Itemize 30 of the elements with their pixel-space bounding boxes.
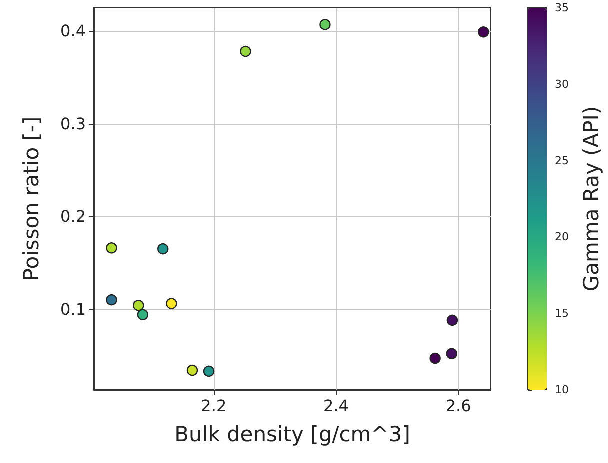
point — [166, 298, 178, 310]
point — [203, 366, 215, 378]
x-tick-label: 2.6 — [446, 396, 472, 416]
x-tick-label: 2.4 — [324, 396, 349, 416]
color-bar-label: 35 — [555, 2, 569, 14]
color-bar-label: 10 — [555, 384, 569, 396]
point — [186, 364, 198, 376]
y-tick-label: 0.3 — [60, 114, 86, 134]
point — [240, 46, 252, 58]
color-bar-label: 30 — [555, 78, 569, 91]
point — [137, 309, 149, 320]
point — [106, 294, 118, 306]
color-bar-label: 15 — [555, 307, 569, 320]
point — [158, 243, 169, 255]
x-axis-title: Bulk density [g/cm^3] — [174, 422, 410, 446]
point — [430, 352, 441, 364]
point — [446, 314, 458, 326]
y-tick-label: 0.4 — [60, 22, 86, 41]
color-bar-title: Gamma Ray (API) — [580, 106, 604, 292]
x-tick-label: 2.2 — [201, 396, 227, 416]
y-tick-label: 0.1 — [60, 300, 86, 319]
point — [133, 300, 144, 312]
point — [446, 348, 458, 360]
point — [106, 242, 118, 254]
color-bar-label: 25 — [555, 154, 569, 168]
point — [320, 19, 331, 30]
y-tick-label: 0.2 — [60, 207, 86, 226]
point — [478, 26, 490, 38]
y-axis-title: Poisson ratio [-] — [20, 116, 44, 282]
color-bar-label: 20 — [555, 230, 569, 244]
